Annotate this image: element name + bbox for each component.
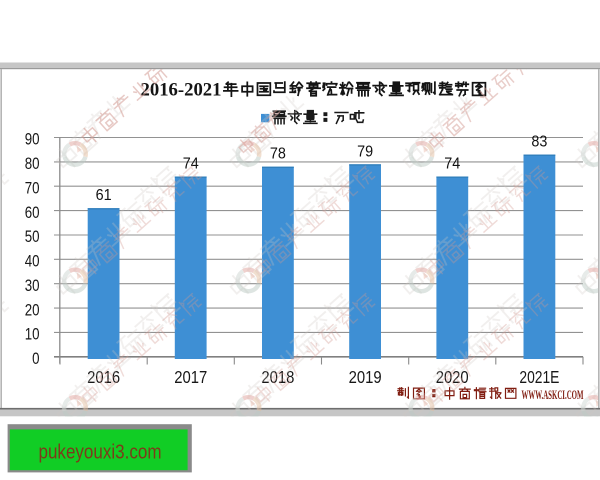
svg-text:79: 79 (357, 143, 373, 160)
svg-text:61: 61 (96, 187, 112, 204)
svg-text:70: 70 (25, 179, 40, 197)
svg-text:2021E: 2021E (519, 367, 559, 387)
svg-text:20: 20 (25, 301, 40, 319)
svg-text:83: 83 (531, 134, 547, 151)
svg-text:78: 78 (270, 146, 286, 163)
svg-text:60: 60 (25, 204, 40, 222)
svg-text:2018: 2018 (261, 367, 294, 387)
svg-text:pukeyouxi3.com: pukeyouxi3.com (39, 442, 162, 464)
svg-text:80: 80 (25, 155, 40, 173)
svg-text:2016-2021: 2016-2021 (141, 79, 222, 100)
svg-text:40: 40 (25, 253, 40, 271)
svg-text:74: 74 (183, 156, 199, 173)
svg-text:WWW.ASKCI.COM: WWW.ASKCI.COM (522, 387, 584, 402)
svg-text:74: 74 (444, 156, 460, 173)
svg-text:2017: 2017 (174, 367, 207, 387)
svg-text:2020: 2020 (436, 367, 469, 387)
svg-text:90: 90 (25, 131, 40, 149)
svg-text:10: 10 (25, 326, 40, 344)
svg-text:2019: 2019 (349, 367, 382, 387)
svg-text:30: 30 (25, 277, 40, 295)
svg-text:0: 0 (32, 350, 39, 368)
svg-text:2016: 2016 (87, 367, 120, 387)
svg-text:50: 50 (25, 228, 40, 246)
